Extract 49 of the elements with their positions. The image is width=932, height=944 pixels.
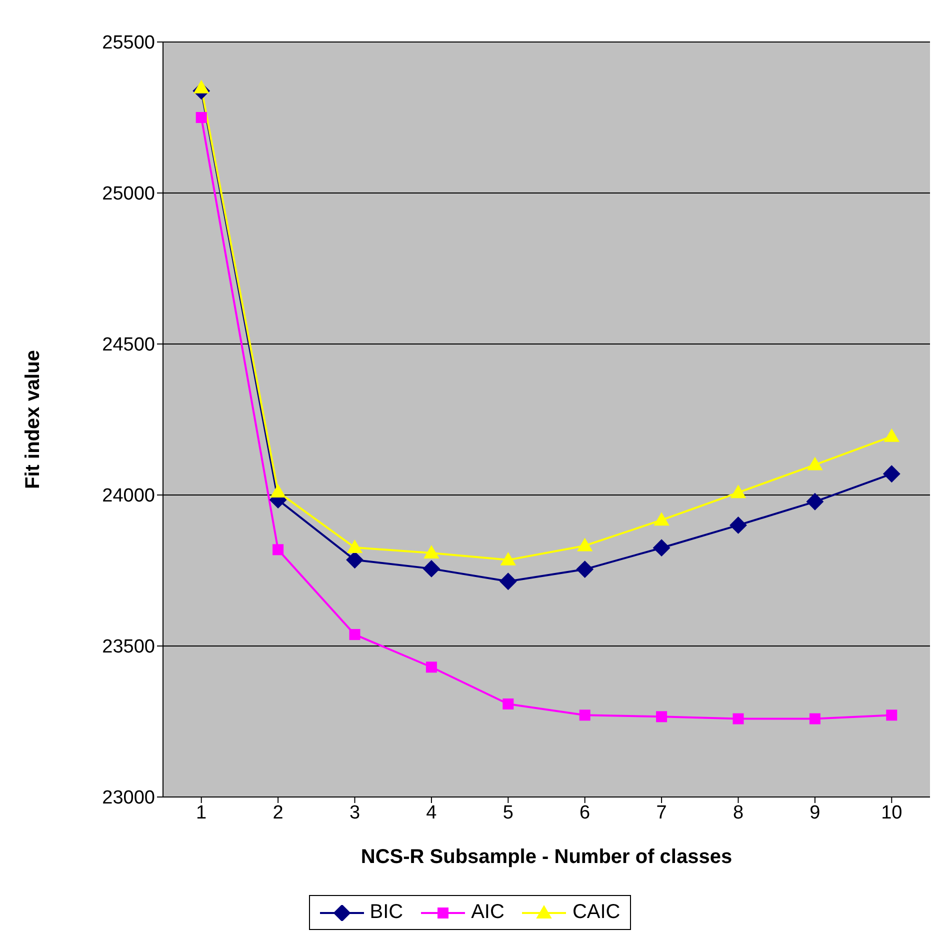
point	[349, 629, 360, 640]
y-tick-label: 25500	[102, 32, 155, 54]
legend-label: BIC	[368, 901, 404, 924]
point	[807, 457, 822, 470]
y-axis-title: Fit index value	[22, 350, 44, 489]
point	[424, 545, 439, 558]
point	[500, 552, 516, 566]
point	[576, 560, 594, 578]
x-tick-label: 7	[656, 802, 667, 824]
point	[809, 713, 820, 724]
point	[730, 516, 747, 534]
y-tick-label: 23500	[102, 636, 155, 658]
point	[884, 428, 900, 442]
point	[730, 485, 746, 498]
point	[732, 713, 744, 724]
point	[272, 544, 284, 556]
point	[500, 572, 517, 590]
point	[194, 80, 209, 94]
x-tick-label: 6	[580, 802, 590, 824]
point	[579, 710, 590, 721]
point	[196, 112, 207, 123]
legend-label: CAIC	[571, 901, 620, 924]
x-tick-label: 10	[881, 802, 902, 824]
x-tick-label: 8	[732, 802, 744, 824]
point	[656, 711, 668, 722]
x-tick-label: 1	[196, 802, 207, 824]
y-tick-label: 24000	[102, 486, 155, 507]
point	[422, 560, 440, 578]
point	[426, 662, 437, 673]
point	[502, 698, 514, 710]
point	[806, 493, 824, 510]
point	[347, 540, 362, 554]
point	[577, 538, 592, 552]
point	[654, 512, 670, 526]
point	[346, 551, 364, 568]
y-tick-label: 25000	[102, 184, 155, 205]
point	[270, 484, 286, 498]
x-tick-label: 4	[426, 802, 438, 824]
point	[886, 710, 898, 721]
x-axis-title: NCS-R Subsample - Number of classes	[360, 846, 732, 868]
y-tick-label: 23000	[102, 788, 155, 809]
x-tick-label: 9	[810, 802, 820, 824]
x-tick-label: 2	[272, 802, 284, 824]
legend-label: AIC	[470, 901, 504, 924]
point	[653, 539, 670, 556]
x-tick-label: 3	[349, 802, 360, 824]
y-tick-label: 24500	[102, 334, 155, 356]
point	[883, 465, 900, 482]
x-tick-label: 5	[502, 802, 514, 824]
